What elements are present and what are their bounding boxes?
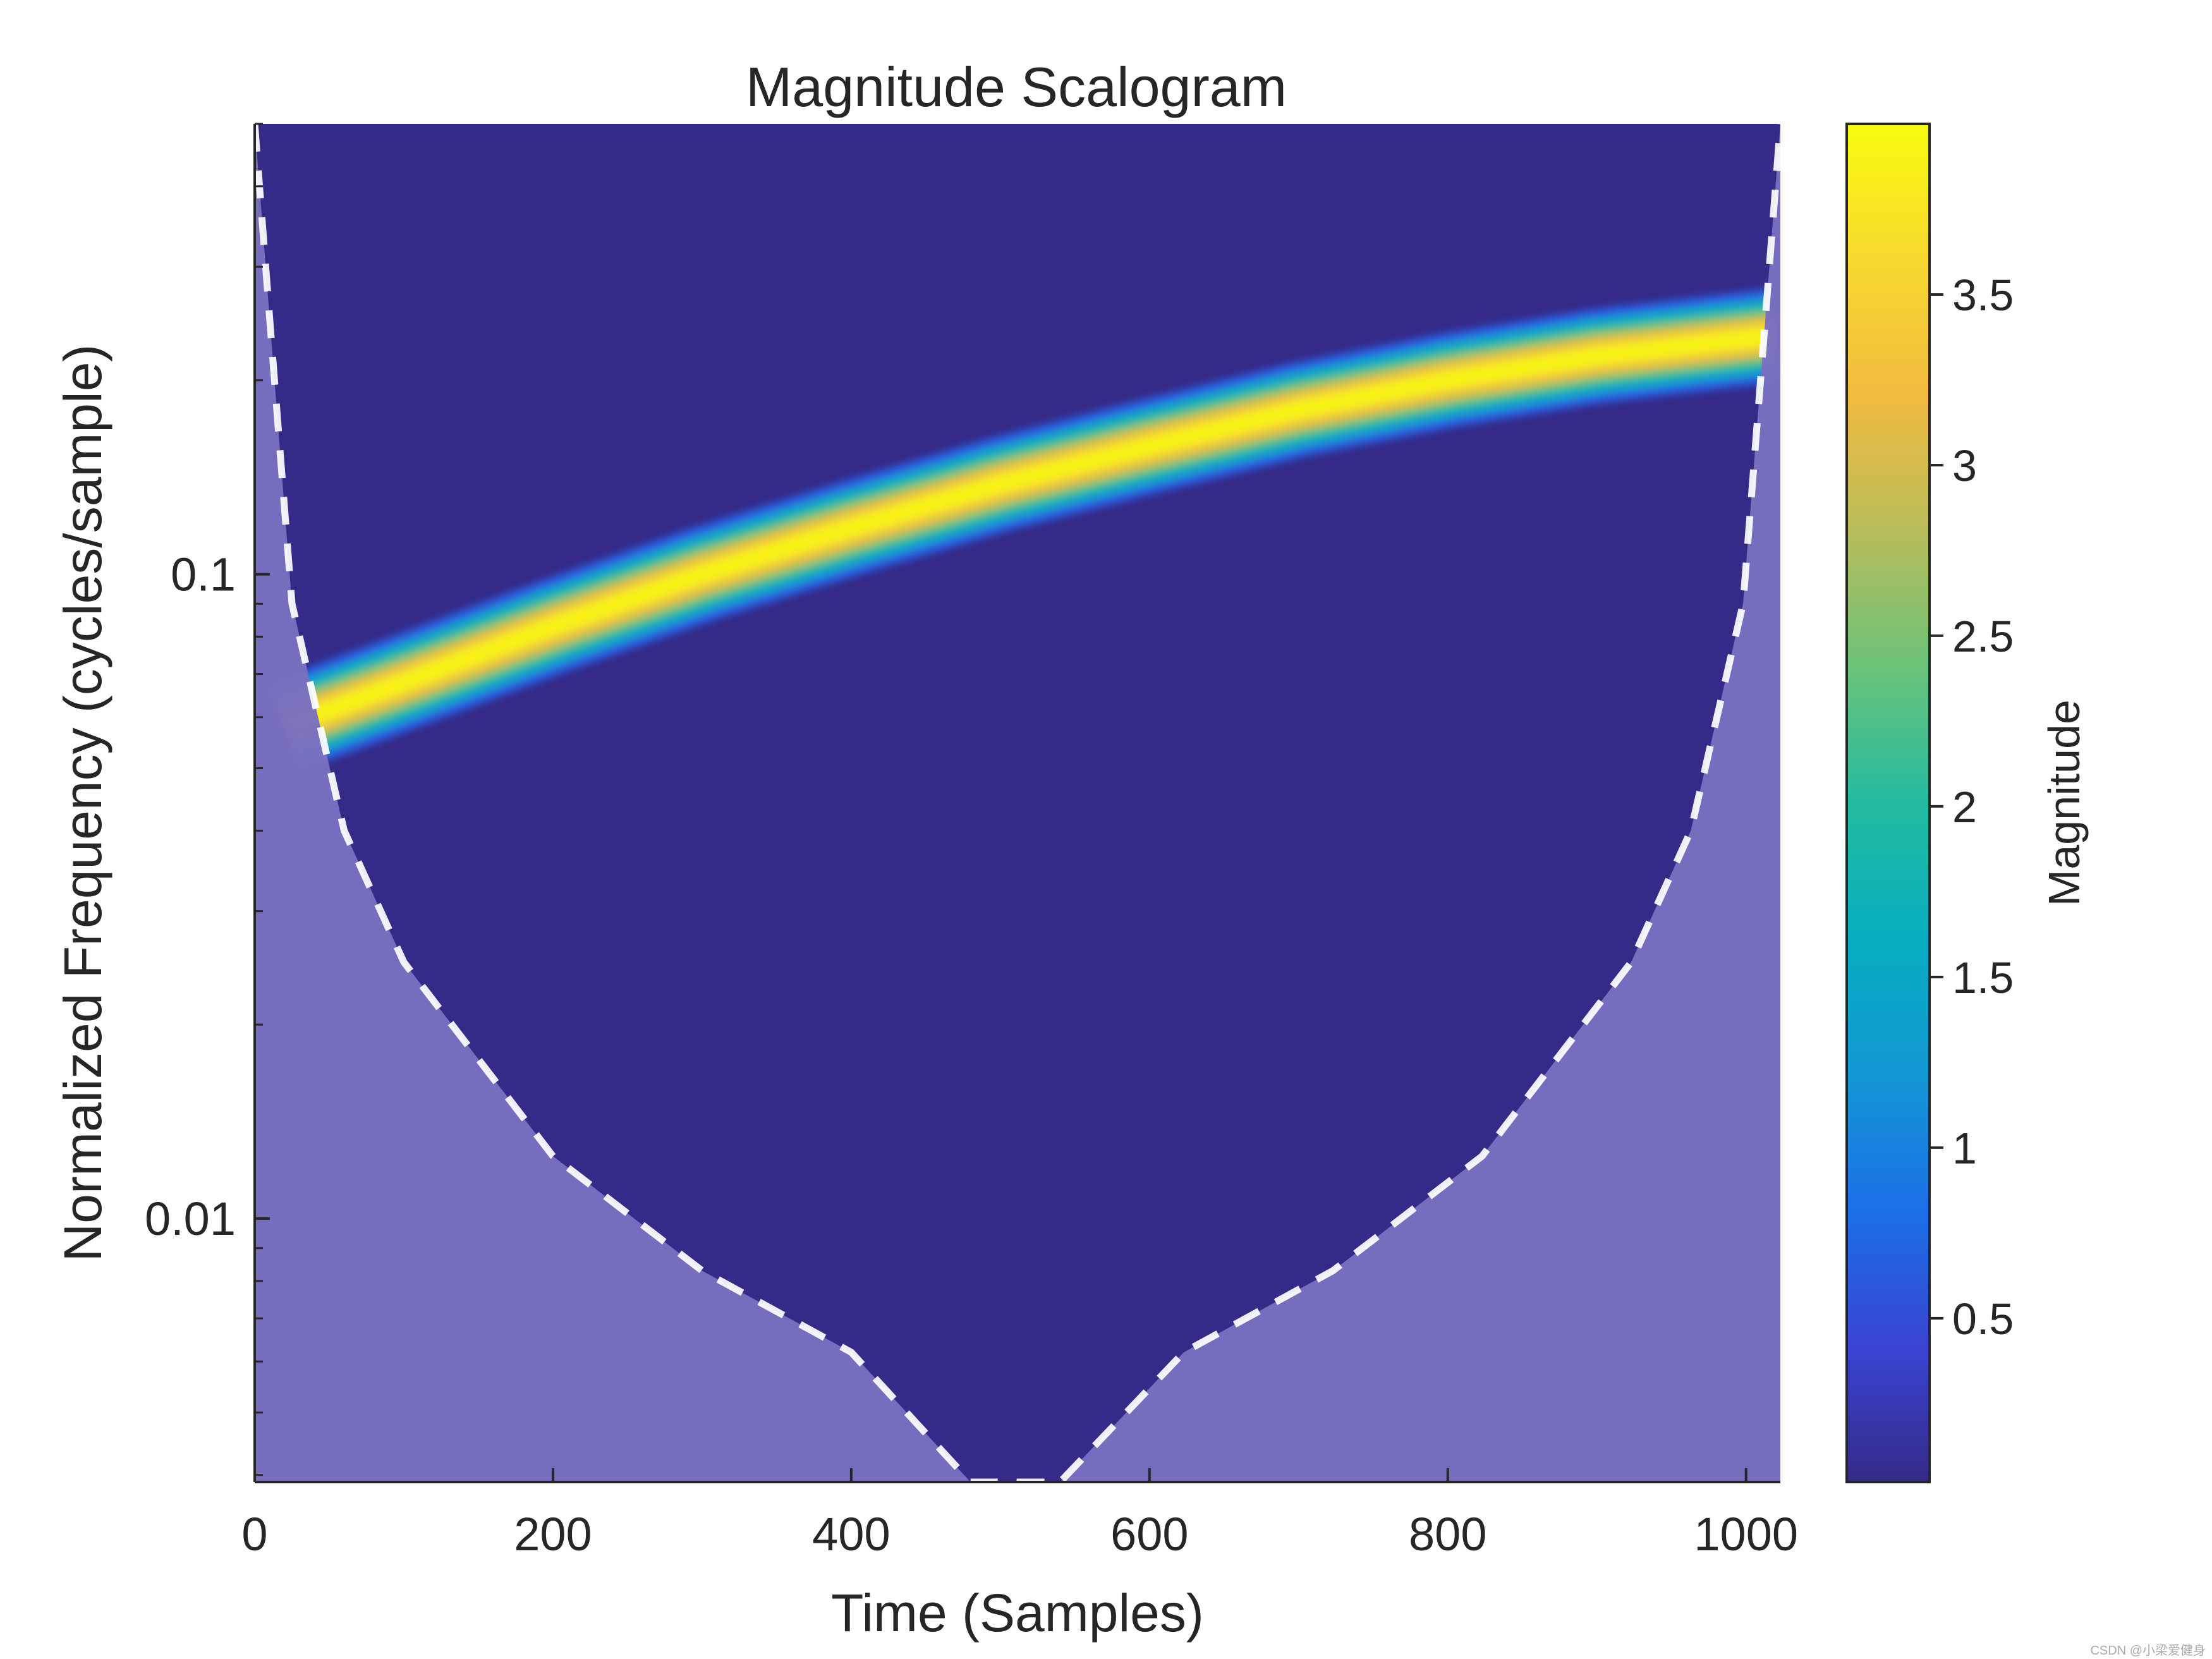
colorbar-tick-label: 2 xyxy=(1952,782,1977,832)
colorbar-tick-label: 1.5 xyxy=(1952,953,2014,1002)
y-tick-label: 0.1 xyxy=(171,549,236,601)
ridge-layer xyxy=(281,327,1777,734)
x-tick-label: 400 xyxy=(812,1508,890,1560)
x-tick-label: 800 xyxy=(1409,1508,1486,1560)
plot-area xyxy=(255,124,1780,1482)
y-tick-label: 0.01 xyxy=(145,1193,236,1245)
colorbar-scale xyxy=(1845,123,1931,1483)
y-axis: 0.01 0.1 xyxy=(145,123,270,1476)
cone-of-influence-line xyxy=(255,124,1780,1482)
colorbar-tick-label: 0.5 xyxy=(1952,1294,2014,1344)
y-axis-label: Normalized Frequency (cycles/sample) xyxy=(53,344,112,1262)
x-tick-label: 1000 xyxy=(1694,1508,1798,1560)
x-tick-label: 600 xyxy=(1110,1508,1188,1560)
axes-frame xyxy=(253,124,1780,1483)
chart-title: Magnitude Scalogram xyxy=(746,56,1287,118)
ridge-band xyxy=(267,288,1780,772)
x-tick-label: 0 xyxy=(241,1508,267,1560)
cone-of-influence-shade xyxy=(255,124,1780,1482)
colorbar-tick-label: 3.5 xyxy=(1952,270,2014,320)
x-axis-label: Time (Samples) xyxy=(831,1583,1204,1643)
colorbar-tick-label: 2.5 xyxy=(1952,612,2014,661)
colorbar-tick-label: 1 xyxy=(1952,1124,1977,1173)
colorbar: 0.5 1 1.5 2 2.5 3 3.5 xyxy=(1845,123,2014,1483)
colorbar-tick-label: 3 xyxy=(1952,441,1977,490)
watermark-text: CSDN @小梁爱健身 xyxy=(2090,1643,2206,1658)
colorbar-label: Magnitude xyxy=(2039,700,2089,906)
x-tick-label: 200 xyxy=(514,1508,592,1560)
x-axis: 0 200 400 600 800 1000 xyxy=(241,1468,1798,1560)
